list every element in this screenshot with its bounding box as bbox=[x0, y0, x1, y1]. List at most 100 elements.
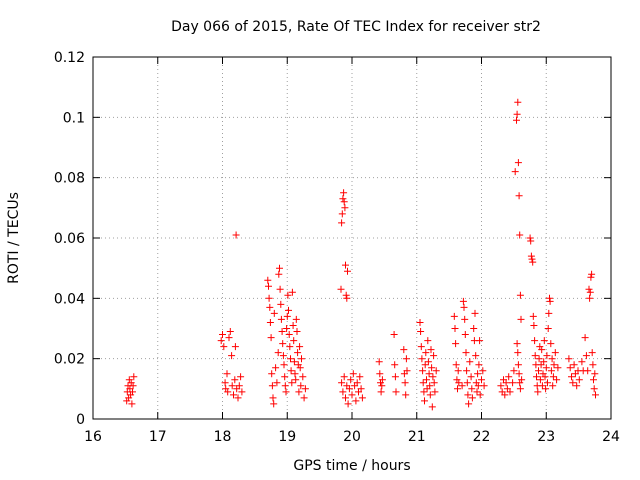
data-point bbox=[550, 361, 558, 369]
data-point bbox=[280, 361, 288, 369]
data-point bbox=[416, 319, 424, 326]
data-point bbox=[527, 252, 535, 260]
data-point bbox=[266, 303, 274, 311]
data-point bbox=[291, 370, 299, 378]
data-point bbox=[127, 379, 135, 387]
data-point bbox=[515, 192, 523, 200]
data-point bbox=[590, 376, 597, 384]
chart-title: Day 066 of 2015, Rate Of TEC Index for r… bbox=[171, 19, 541, 35]
data-point bbox=[585, 285, 593, 293]
data-point bbox=[480, 382, 488, 390]
data-point bbox=[238, 388, 246, 396]
data-point bbox=[401, 379, 409, 387]
data-point bbox=[478, 376, 485, 384]
data-point bbox=[569, 379, 577, 387]
data-point bbox=[286, 343, 294, 351]
data-point bbox=[391, 361, 399, 369]
data-point bbox=[466, 358, 474, 366]
data-point bbox=[268, 382, 276, 390]
data-point bbox=[235, 382, 243, 390]
data-point bbox=[283, 325, 291, 332]
data-point bbox=[425, 370, 433, 378]
data-point bbox=[554, 364, 562, 372]
data-point bbox=[301, 385, 309, 393]
data-point bbox=[429, 373, 437, 381]
axis-ticks bbox=[92, 56, 612, 420]
data-point bbox=[342, 261, 349, 269]
data-point bbox=[220, 343, 228, 351]
data-point bbox=[424, 358, 432, 366]
data-point bbox=[225, 334, 233, 342]
data-point bbox=[501, 391, 509, 399]
data-point bbox=[418, 355, 426, 363]
data-point bbox=[542, 364, 550, 372]
data-point bbox=[529, 312, 537, 320]
data-point bbox=[516, 385, 524, 393]
data-point bbox=[274, 349, 282, 357]
data-point bbox=[470, 325, 478, 332]
data-point bbox=[549, 373, 557, 381]
data-point bbox=[421, 361, 429, 369]
data-point bbox=[545, 309, 553, 317]
data-point bbox=[347, 376, 355, 384]
data-point bbox=[473, 388, 481, 396]
data-point bbox=[462, 349, 470, 357]
data-point bbox=[226, 328, 234, 335]
data-point bbox=[590, 385, 598, 393]
data-point bbox=[129, 388, 136, 396]
data-point bbox=[454, 367, 462, 375]
data-point bbox=[402, 391, 410, 399]
data-point bbox=[266, 319, 274, 326]
data-point bbox=[573, 382, 581, 390]
data-point bbox=[285, 306, 292, 314]
data-point bbox=[428, 403, 436, 411]
data-point bbox=[217, 337, 225, 345]
data-point bbox=[430, 379, 438, 387]
data-point bbox=[568, 373, 575, 381]
data-point bbox=[400, 346, 408, 354]
data-point bbox=[463, 379, 471, 387]
data-point bbox=[292, 376, 300, 384]
data-point bbox=[514, 361, 522, 369]
data-point bbox=[267, 334, 275, 342]
data-point bbox=[289, 322, 297, 329]
data-point bbox=[426, 382, 434, 390]
data-point bbox=[476, 391, 484, 399]
data-point bbox=[376, 370, 384, 378]
data-point bbox=[497, 382, 505, 390]
data-point bbox=[584, 367, 592, 375]
data-point bbox=[570, 361, 578, 369]
y-tick-label: 0.04 bbox=[54, 291, 85, 307]
data-point bbox=[292, 315, 300, 323]
data-point bbox=[471, 309, 479, 317]
data-point bbox=[515, 370, 523, 378]
data-point bbox=[467, 373, 475, 381]
data-point bbox=[285, 331, 293, 338]
data-point bbox=[463, 367, 471, 375]
y-tick-label: 0.1 bbox=[63, 110, 85, 126]
data-point bbox=[338, 210, 346, 218]
data-point bbox=[277, 300, 285, 308]
data-point bbox=[228, 382, 236, 390]
data-point bbox=[468, 385, 476, 393]
data-point bbox=[464, 391, 472, 399]
data-point bbox=[502, 379, 510, 387]
y-axis-label: ROTI / TECUs bbox=[6, 192, 22, 284]
data-point bbox=[452, 340, 460, 348]
data-point bbox=[284, 291, 292, 299]
data-point bbox=[578, 358, 586, 366]
data-point bbox=[375, 358, 383, 366]
gridlines bbox=[93, 57, 611, 419]
data-point bbox=[128, 400, 136, 408]
data-point bbox=[426, 391, 434, 399]
data-point bbox=[581, 334, 589, 342]
data-point bbox=[378, 382, 386, 390]
data-point bbox=[339, 195, 347, 203]
data-point bbox=[270, 400, 278, 408]
data-point bbox=[544, 325, 552, 332]
data-point bbox=[378, 376, 386, 384]
data-point bbox=[461, 315, 469, 323]
data-point bbox=[531, 352, 539, 360]
data-point bbox=[475, 361, 483, 369]
data-point bbox=[281, 382, 289, 390]
